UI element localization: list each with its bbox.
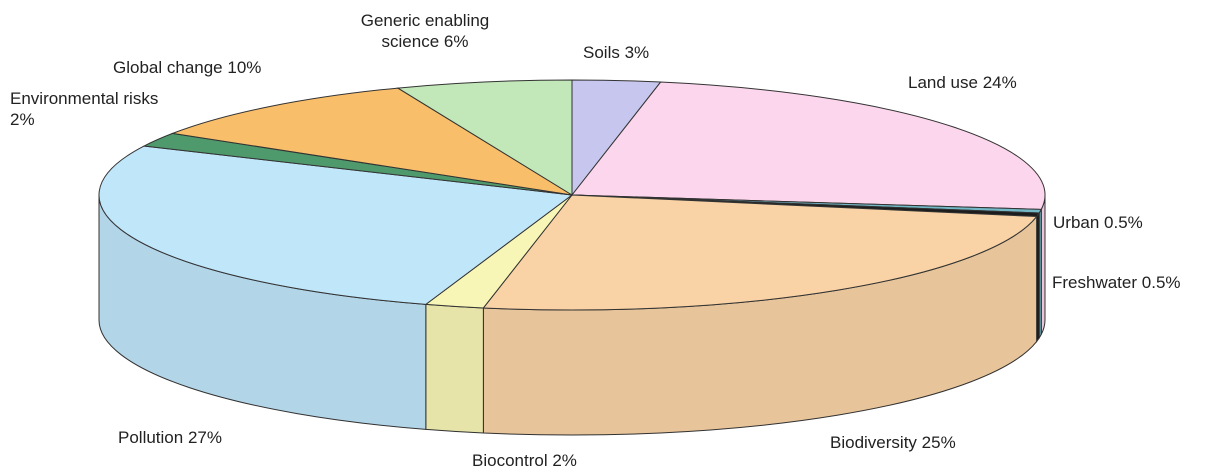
- value-label: 2%: [10, 110, 35, 129]
- value-label: 25%: [921, 433, 956, 452]
- slice-label: Biodiversity 25%: [830, 432, 956, 453]
- slice-label: Urban 0.5%: [1053, 212, 1143, 233]
- slice-label: Environmental risks 2%: [10, 88, 160, 130]
- category-name: Pollution: [118, 428, 184, 447]
- value-label: 2%: [552, 451, 577, 470]
- category-name: Freshwater: [1052, 273, 1138, 292]
- category-name: Biocontrol: [472, 451, 548, 470]
- slice-side-shade: [425, 304, 484, 433]
- category-name: Global change: [113, 58, 223, 77]
- slice-side-shade: [1036, 212, 1040, 342]
- value-label: 24%: [982, 73, 1017, 92]
- slice-side-shade: [1041, 195, 1045, 335]
- slice-side-shade: [483, 216, 1037, 435]
- slice-label: Soils 3%: [583, 42, 649, 63]
- category-name: Biodiversity: [830, 433, 917, 452]
- value-label: 27%: [187, 428, 222, 447]
- slice: [170, 87, 573, 196]
- category-name: Land use: [908, 73, 978, 92]
- category-name: Urban: [1053, 213, 1100, 232]
- category-name: Soils: [583, 43, 620, 62]
- slice: [482, 194, 1038, 311]
- value-label: 0.5%: [1104, 213, 1143, 232]
- value-label: 0.5%: [1141, 273, 1181, 292]
- slice-label: Global change 10%: [113, 57, 261, 78]
- category-name: Environmental risks: [10, 89, 159, 108]
- pie-tops: [98, 79, 1046, 311]
- slice-label: Land use 24%: [908, 72, 1017, 93]
- pie-sides: [98, 194, 1046, 436]
- slice-label: Pollution 27%: [118, 427, 222, 448]
- category-name: Generic enabling science: [360, 11, 490, 51]
- slice-label: Freshwater 0.5%: [1052, 272, 1181, 293]
- slice: [98, 145, 574, 305]
- slice-label: Generic enabling science 6%: [330, 10, 520, 52]
- slice-side-shade: [99, 195, 426, 430]
- value-label: 10%: [227, 58, 262, 77]
- slice: [396, 79, 573, 196]
- value-label: 3%: [624, 43, 650, 62]
- slice-label: Biocontrol 2%: [472, 450, 577, 471]
- slice-side-shade: [1039, 209, 1042, 338]
- slice: [570, 81, 1046, 210]
- value-label: 6%: [443, 32, 469, 51]
